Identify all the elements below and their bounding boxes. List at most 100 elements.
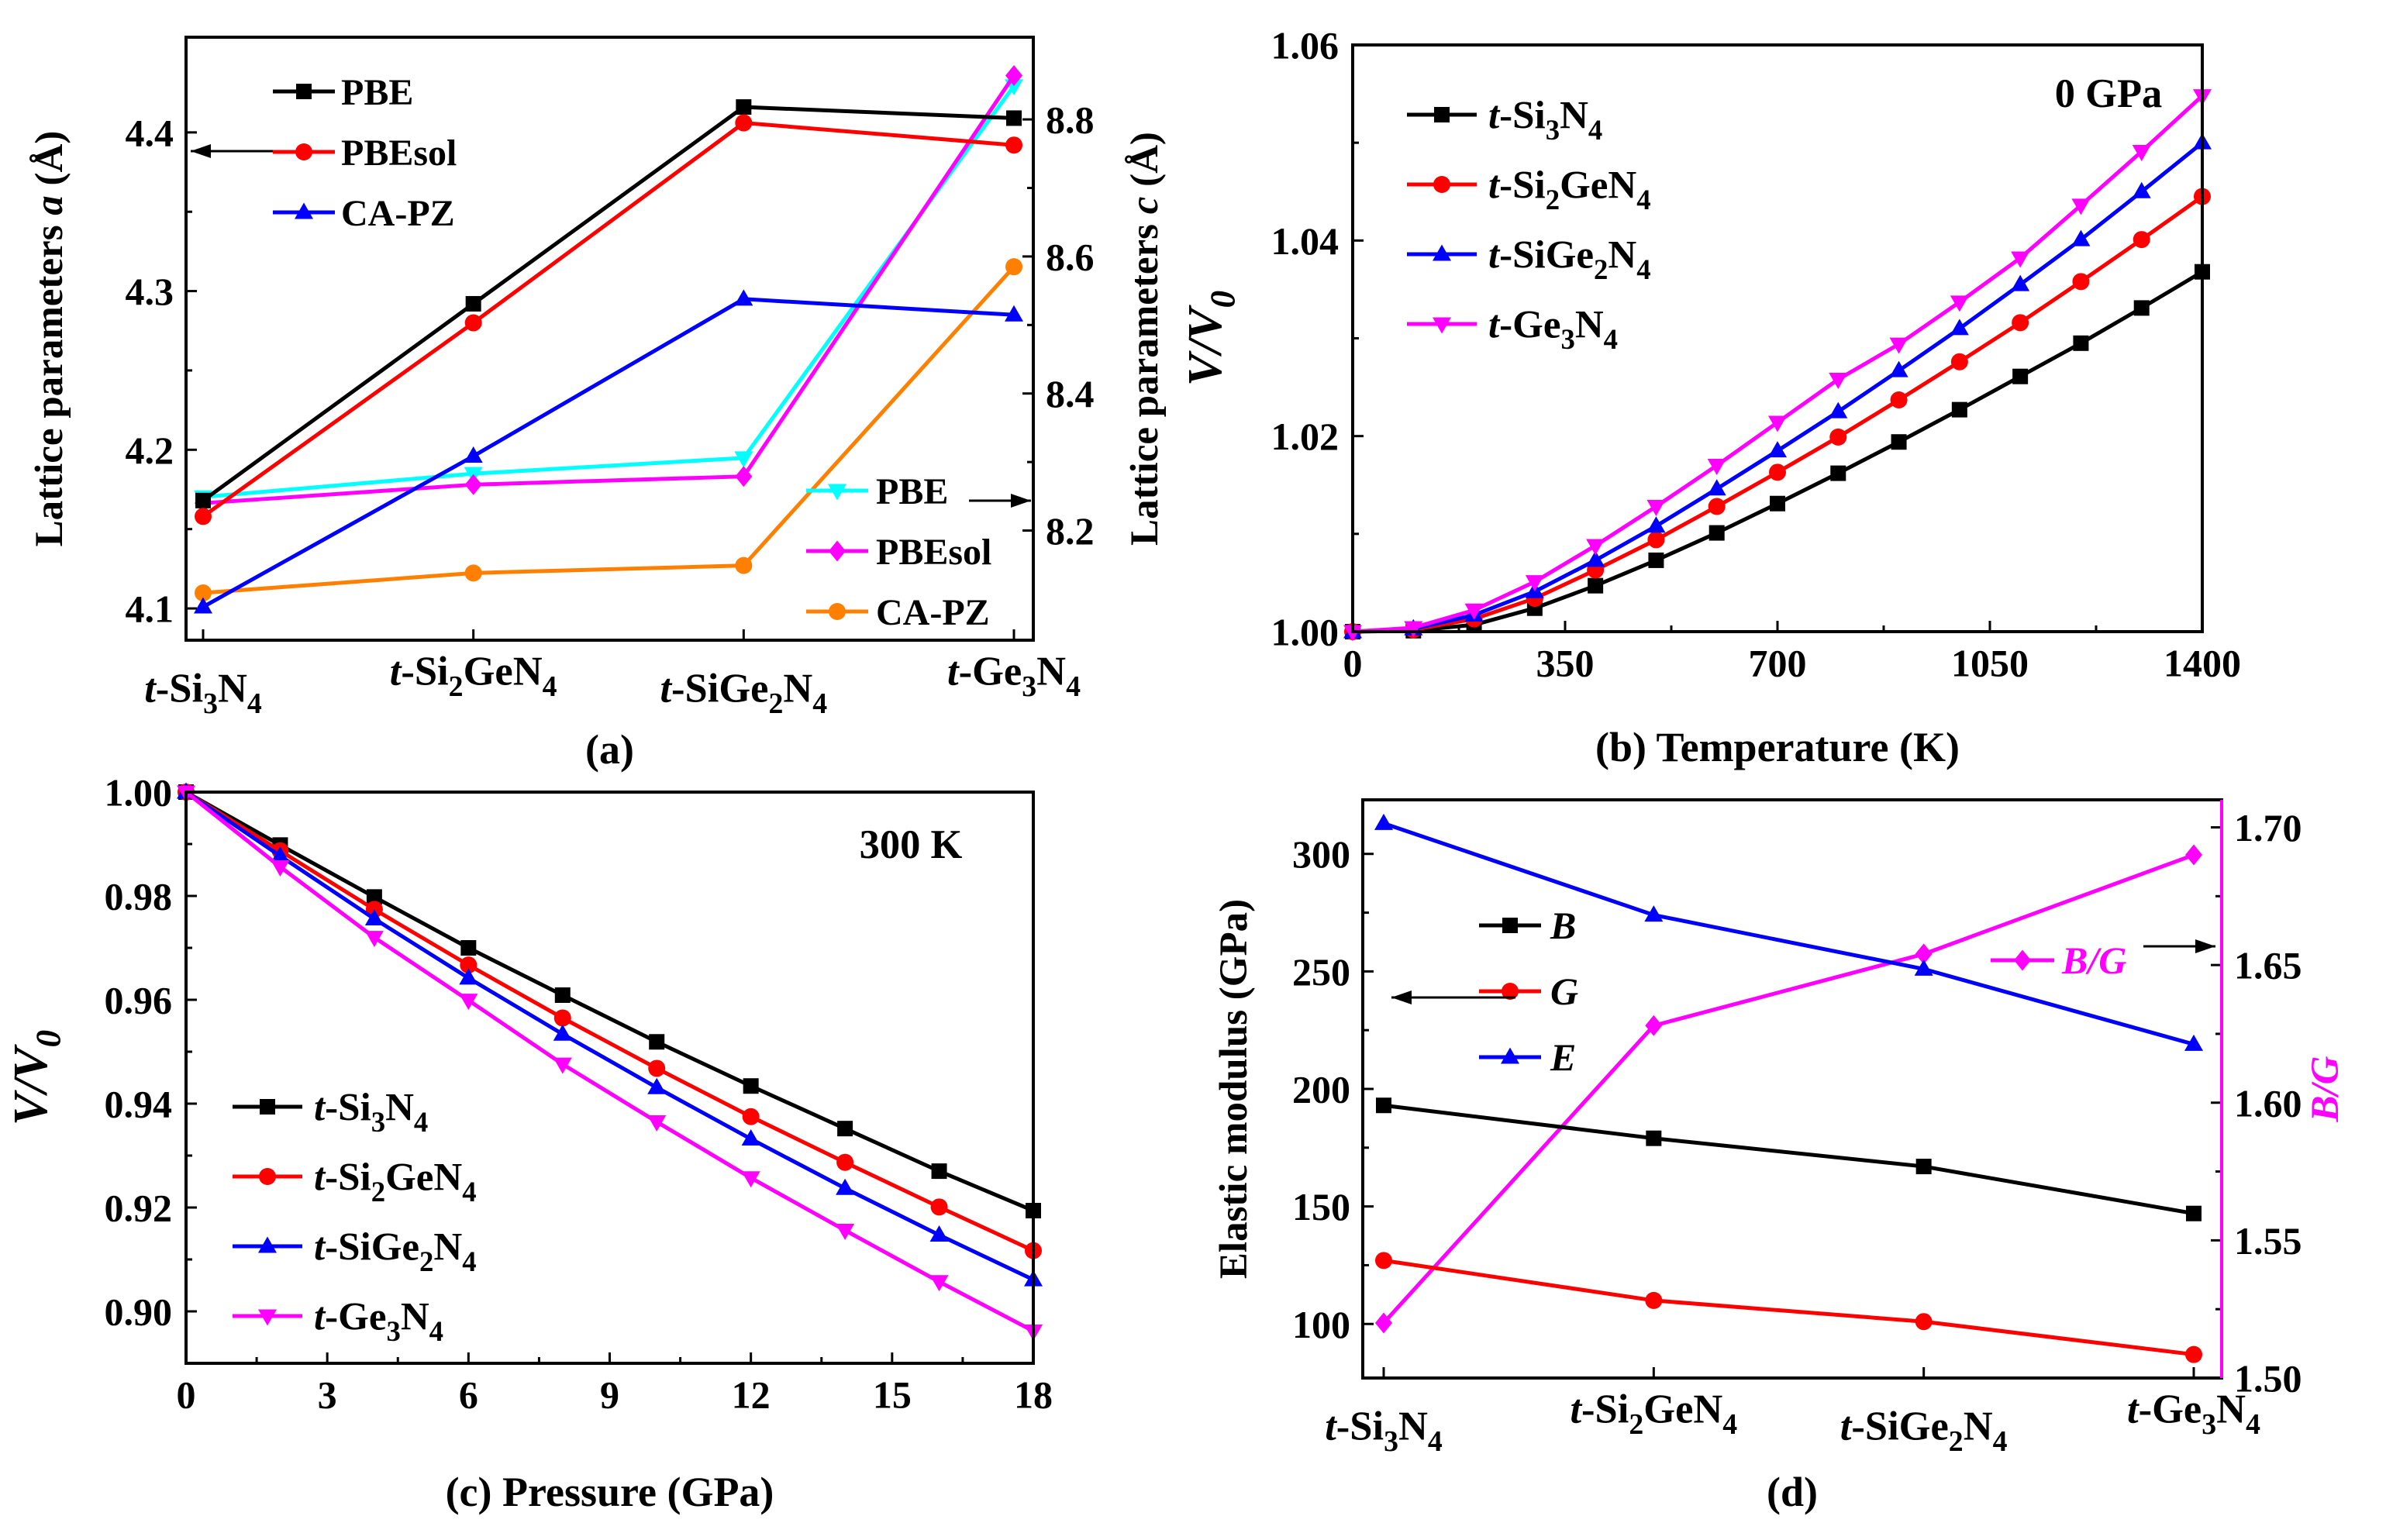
label-part: GeN [1643,1387,1722,1432]
label-part: 0 [1204,291,1243,308]
right-data-point [1005,65,1022,87]
legend-marker [1502,983,1519,1000]
legend-entry: t-SiGe2N4 [314,1226,477,1277]
left-data-point [1375,1252,1392,1270]
label-part: 2 [768,687,783,720]
left-data-point [734,289,753,306]
label-part: 4 [1993,1425,2008,1458]
label-part: 4 [247,687,262,720]
right-data-point [734,451,753,468]
data-point [1586,550,1605,567]
legend-marker [260,1099,275,1115]
left-data-point [464,446,483,463]
label-part: 4 [1722,1408,1737,1441]
data-point [836,1153,854,1171]
y-tick-label: 1.55 [2234,1219,2302,1263]
label-part: 2 [449,670,464,703]
label-part: N [783,667,812,711]
x-tick-label: 9 [600,1373,619,1417]
legend-marker [259,1168,276,1185]
data-point [1586,539,1605,556]
legend-marker [1502,918,1518,933]
label-part: 0 [29,1030,68,1048]
label-part: 3 [2202,1408,2216,1441]
data-point [366,889,382,905]
left-series-line-0 [202,105,1015,502]
y-tick-label: 1.04 [1271,219,1340,263]
data-point [741,1171,760,1188]
left-data-point [464,314,482,332]
label-part: N [1575,304,1604,347]
data-point [930,1198,948,1216]
label-part: t [1840,1404,1853,1449]
right-data-point [1915,943,1933,965]
data-point [2011,274,2030,291]
label-part: 4 [812,687,827,720]
data-point [459,968,478,985]
data-point [460,940,477,956]
data-point [1951,401,1967,418]
label-part: t [660,667,672,711]
legend-entry: t-Si2GeN4 [314,1156,477,1208]
label-part: 3 [203,687,218,720]
y-tick-label: 1.60 [2234,1081,2302,1125]
left-data-point [195,508,212,525]
legend-entry: CA-PZ [341,193,455,234]
label-part: 2 [1949,1425,1964,1458]
data-point [2071,229,2091,246]
x-tick-label: 350 [1536,642,1595,685]
data-point [648,1059,666,1077]
right-data-point [735,556,753,574]
data-point [2011,251,2030,268]
y-tick-label: 0.90 [105,1290,173,1334]
label-part: 4 [2246,1408,2260,1441]
legend-entry: PBE [876,471,948,512]
label-part: (Å) [28,131,71,196]
label-part: GeN [464,649,543,694]
y-tick-label: 1.50 [2234,1357,2302,1400]
data-point [647,1077,667,1094]
label-part: -Si [325,1156,371,1200]
data-point [742,1108,760,1125]
data-point [741,1129,760,1146]
label-part: 2 [371,1176,385,1208]
label-part: t [947,649,960,694]
label-part: 4 [1604,323,1618,355]
right-data-point [735,466,753,487]
panel-caption: (d) [1767,1469,1818,1515]
right-series-line-0 [202,84,1016,499]
left-data-point [1915,1313,1933,1331]
data-point [554,987,571,1003]
left-series-line-2 [202,297,1015,609]
label-part: 4 [1636,184,1650,215]
series-line-1 [1352,195,2204,634]
data-point [836,1178,855,1195]
data-point [647,1115,667,1132]
data-point [929,1275,949,1292]
x-tick-label: 0 [177,1373,196,1417]
label-part: -SiGe [325,1226,419,1270]
left-axis-arrow-head [1391,990,1412,1004]
data-point [1588,577,1604,594]
data-point [649,1034,665,1050]
legend-marker [828,484,846,501]
legend-marker [295,143,312,160]
data-point [1707,459,1726,476]
left-data-point [1005,136,1022,154]
label-part: t [144,667,157,711]
legend-entry: t-Si3N4 [314,1087,428,1138]
label-part: 3 [1560,323,1574,355]
y-tick-label: 8.2 [1046,509,1095,553]
series-line-3 [184,791,1035,1333]
label-part: 4 [462,1245,476,1277]
x-category-label: t-SiGe2N4 [1840,1404,2008,1459]
label-part: -Si [1581,1387,1629,1432]
right-series-line-0 [1382,853,2195,1325]
label-part: -Ge [959,649,1022,694]
data-point [1830,465,1846,481]
left-series-line-1 [1383,1258,2195,1357]
data-point [2012,314,2029,332]
condition-annotation: 0 GPa [2055,71,2163,116]
label-part: Lattice parameters [28,215,71,547]
label-part: N [1398,1404,1428,1449]
